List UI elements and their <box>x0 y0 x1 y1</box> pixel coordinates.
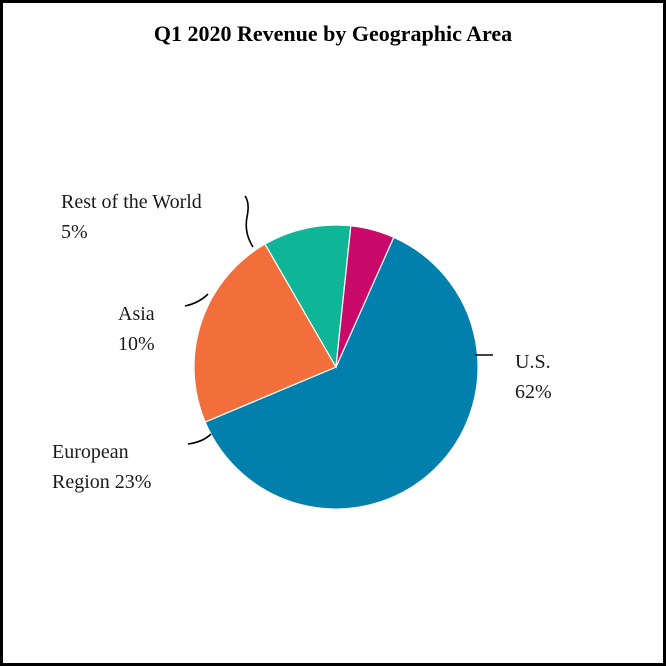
slice-label-asia-name: Asia <box>118 303 155 325</box>
leader-line-asia <box>184 293 209 307</box>
slice-label-us: U.S. 62% <box>515 347 552 407</box>
slice-label-rest-of-world-name: Rest of the World <box>61 191 202 213</box>
slice-label-rest-of-world: Rest of the World 5% <box>61 187 202 247</box>
leader-line-european-region <box>187 433 212 445</box>
slice-label-european-region-name: European <box>52 441 129 463</box>
slice-label-rest-of-world-value: 5% <box>61 221 88 243</box>
slice-label-european-region: European Region 23% <box>52 437 151 497</box>
label-leader-lines <box>184 195 493 445</box>
slice-label-asia: Asia 10% <box>118 299 155 359</box>
slice-label-us-value: 62% <box>515 381 552 403</box>
slice-label-european-region-value: Region 23% <box>52 471 152 493</box>
slice-label-us-name: U.S. <box>515 351 551 373</box>
pie-slice-rest-of-the-world <box>335 225 395 368</box>
pie-chart <box>184 195 493 510</box>
pie-slice-european-region <box>193 243 337 423</box>
leader-line-rest-of-world <box>244 195 254 248</box>
pie-slice-u-s <box>204 236 479 510</box>
chart-title: Q1 2020 Revenue by Geographic Area <box>153 21 513 46</box>
pie-slice-asia <box>264 224 352 369</box>
pie-slices <box>193 224 479 510</box>
slice-label-asia-value: 10% <box>118 333 155 355</box>
